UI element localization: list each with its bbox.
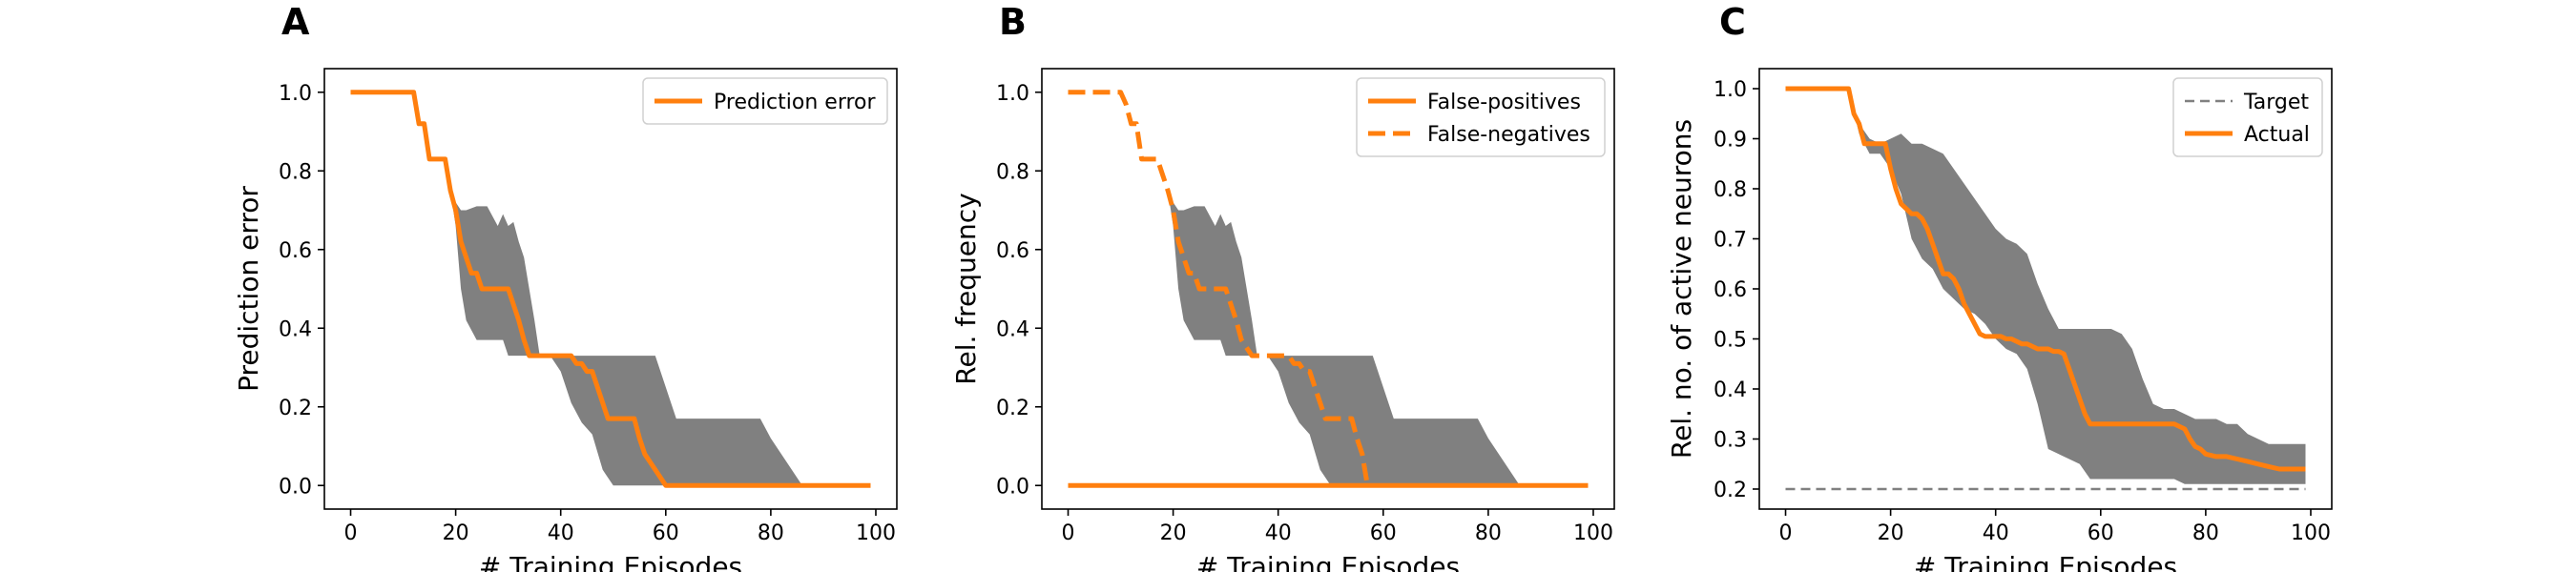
series-line-prediction-error	[350, 90, 871, 488]
legend: False-positives False-negatives	[1356, 77, 1606, 157]
y-tick-label: 0.9	[1714, 129, 1747, 153]
y-tick-label: 0.3	[1714, 429, 1747, 453]
legend-box	[1356, 77, 1606, 157]
x-tick-label: 0	[1779, 521, 1793, 545]
panel-letter: B	[999, 1, 1027, 43]
panel-letter: A	[281, 1, 310, 43]
legend-box	[2172, 77, 2323, 157]
y-tick-label: 0.8	[996, 160, 1029, 184]
x-tick-label: 0	[344, 521, 358, 545]
panel-c: 0 20 40 60 80 100 0.2 0.3 0.4 0.5 0.6 0.7 0.8 0.9 1.0 #…	[1666, 1, 2333, 572]
panel-b: 0 20 40 60 80 100 0.0 0.2 0.4 0.6 0.8 1.0 # Training…	[950, 1, 1615, 572]
y-tick-label: 0.8	[1714, 178, 1747, 202]
x-tick-label: 100	[1573, 521, 1613, 545]
series-line-false-negatives	[1068, 90, 1370, 486]
x-tick-label: 20	[443, 521, 469, 545]
x-tick-label: 60	[653, 521, 679, 545]
std-band	[1785, 89, 2306, 484]
x-tick-label: 80	[758, 521, 784, 545]
x-tick-label: 40	[1265, 521, 1292, 545]
y-tick-label: 0.0	[996, 475, 1029, 499]
x-tick-label: 80	[2192, 521, 2219, 545]
legend-label: False-positives	[1427, 91, 1581, 114]
y-tick-label: 0.0	[279, 475, 312, 499]
y-tick-label: 0.8	[279, 160, 312, 184]
std-band	[1162, 158, 1589, 486]
legend-box	[642, 77, 888, 125]
legend-label: False-negatives	[1427, 123, 1590, 147]
x-tick-label: 20	[1878, 521, 1904, 545]
legend-label: Prediction error	[714, 91, 876, 114]
legend-label: Actual	[2244, 123, 2310, 147]
axes-frame	[323, 68, 898, 510]
series-line-actual	[1785, 86, 2306, 472]
x-tick-label: 0	[1062, 521, 1075, 545]
x-axis-label: # Training Episodes	[1914, 551, 2177, 572]
legend: Target Actual	[2172, 77, 2323, 157]
y-tick-label: 0.2	[996, 397, 1029, 420]
legend: Prediction error	[642, 77, 888, 125]
y-tick-label: 0.6	[1714, 278, 1747, 302]
panel-a: 0 20 40 60 80 100 0.0 0.2 0.4 0.6 0.8 1.0 # Training…	[233, 1, 898, 572]
panel-letter: C	[1719, 1, 1746, 43]
x-axis-label: # Training Episodes	[479, 551, 742, 572]
y-axis-label: Rel. frequency	[950, 193, 982, 384]
y-tick-label: 0.4	[279, 317, 312, 341]
x-tick-label: 20	[1160, 521, 1187, 545]
x-tick-label: 60	[1370, 521, 1397, 545]
x-tick-label: 40	[1983, 521, 2009, 545]
y-tick-label: 0.6	[996, 239, 1029, 263]
x-tick-label: 40	[548, 521, 574, 545]
x-tick-label: 100	[856, 521, 896, 545]
y-tick-label: 0.7	[1714, 229, 1747, 253]
x-axis-label: # Training Episodes	[1196, 551, 1460, 572]
x-tick-label: 60	[2088, 521, 2114, 545]
y-tick-label: 0.4	[1714, 378, 1747, 402]
y-tick-label: 0.2	[279, 397, 312, 420]
axes-frame	[1041, 68, 1615, 510]
y-tick-label: 1.0	[996, 82, 1029, 106]
y-tick-label: 0.5	[1714, 329, 1747, 353]
std-band	[350, 92, 871, 486]
y-tick-label: 0.6	[279, 239, 312, 263]
y-tick-label: 1.0	[1714, 78, 1747, 102]
y-axis-label: Rel. no. of active neurons	[1666, 119, 1697, 459]
y-tick-label: 0.4	[996, 317, 1029, 341]
y-tick-label: 0.2	[1714, 479, 1747, 502]
y-tick-label: 1.0	[279, 82, 312, 106]
legend-label: Target	[2243, 91, 2309, 114]
x-tick-label: 80	[1475, 521, 1502, 545]
y-axis-label: Prediction error	[233, 186, 264, 392]
x-tick-label: 100	[2291, 521, 2331, 545]
